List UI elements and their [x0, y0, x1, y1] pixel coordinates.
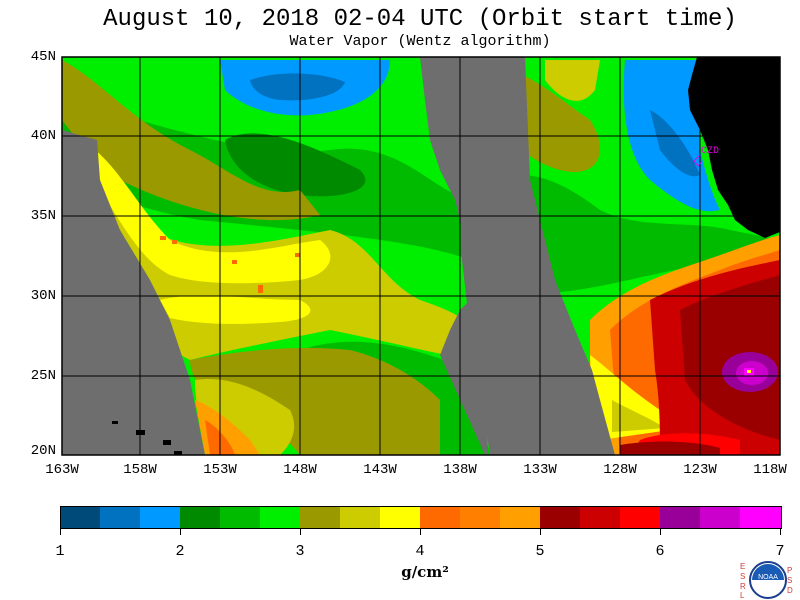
yellow-core	[160, 295, 311, 324]
graticule	[61, 56, 781, 456]
colorbar-tick-label: 3	[295, 543, 305, 560]
emblem-text: NOAA	[758, 574, 778, 581]
lon-label: 148W	[283, 462, 317, 478]
colorbar-tick-label: 2	[175, 543, 185, 560]
station-label-czd: CZD	[701, 146, 720, 157]
colorbar-segment	[100, 507, 141, 528]
logo-letter: S	[787, 576, 793, 585]
lon-label: 128W	[603, 462, 637, 478]
orange-speck	[258, 285, 263, 293]
colorbar-tick-label: 7	[775, 543, 785, 560]
colorbar-segment	[260, 507, 301, 528]
lat-label: 20N	[30, 443, 56, 459]
lat-label: 45N	[30, 49, 56, 65]
logo-letter: P	[787, 566, 793, 575]
colorbar-segment	[380, 507, 421, 528]
colorbar-segment	[340, 507, 381, 528]
lon-label: 138W	[443, 462, 477, 478]
dark-red-core	[680, 275, 780, 440]
no-data-gap	[62, 130, 205, 455]
esrl-psd-noaa-logo: E S R L P S D NOAA	[738, 560, 794, 600]
olive-band	[62, 60, 320, 221]
page-title: August 10, 2018 02-04 UTC (Orbit start t…	[103, 6, 737, 33]
colorbar-segment	[700, 507, 741, 528]
colorbar-segment	[300, 507, 341, 528]
colorbar-segment	[580, 507, 621, 528]
colorbar-segment	[220, 507, 261, 528]
lat-label: 35N	[30, 208, 56, 224]
lon-label: 143W	[363, 462, 397, 478]
logo-letter: E	[740, 562, 746, 571]
lon-label: 133W	[523, 462, 557, 478]
orange-speck	[160, 236, 166, 240]
colorbar-segment	[420, 507, 461, 528]
lon-label: 153W	[203, 462, 237, 478]
noaa-emblem-icon: NOAA	[749, 561, 787, 599]
lon-label: 158W	[123, 462, 157, 478]
logo-letter: D	[787, 586, 793, 595]
logo-letter: R	[740, 582, 746, 591]
island	[163, 440, 171, 445]
hurricane-eye	[747, 370, 751, 373]
page-subtitle: Water Vapor (Wentz algorithm)	[289, 33, 551, 50]
colorbar-tick-label: 5	[535, 543, 545, 560]
colorbar-tick-label: 1	[55, 543, 65, 560]
yellow-core	[95, 150, 331, 284]
colorbar-segment	[740, 507, 781, 528]
olive-lower	[190, 348, 440, 455]
orange-speck	[232, 260, 237, 264]
colorbar-segment	[140, 507, 181, 528]
colorbar-tick-mark	[540, 528, 541, 535]
colorbar-tick-mark	[660, 528, 661, 535]
colorbar-segment	[180, 507, 221, 528]
colorbar-segment	[60, 507, 101, 528]
colorbar-frame	[60, 506, 782, 529]
yellow-band-east	[612, 400, 665, 432]
lat-label: 40N	[30, 128, 56, 144]
logo-letter: S	[740, 572, 746, 581]
olive-band	[545, 60, 600, 101]
lon-label: 163W	[45, 462, 79, 478]
colorbar-tick-mark	[420, 528, 421, 535]
colorbar-tick-mark	[60, 528, 61, 535]
orange-speck	[172, 240, 177, 244]
land-mass	[688, 57, 780, 238]
station-marker-czd	[693, 154, 703, 167]
colorbar-tick-mark	[780, 528, 781, 535]
island	[112, 421, 118, 424]
colorbar-tick-label: 4	[415, 543, 425, 560]
dark-red-core	[620, 441, 720, 455]
no-data-gap	[458, 57, 615, 455]
colorbar-segment	[460, 507, 501, 528]
colorbar-segment	[540, 507, 581, 528]
logo-letter: L	[740, 591, 745, 600]
dark-green-field	[225, 133, 366, 197]
colorbar-segment	[660, 507, 701, 528]
lat-label: 30N	[30, 288, 56, 304]
lon-label: 118W	[753, 462, 787, 478]
blue-dry-area	[650, 110, 700, 177]
orange-speck	[295, 253, 300, 257]
lon-label: 123W	[683, 462, 717, 478]
blue-dry-area	[250, 73, 345, 101]
lat-label: 25N	[30, 368, 56, 384]
colorbar-unit-label: g/cm²	[401, 563, 449, 581]
colorbar-tick-mark	[300, 528, 301, 535]
colorbar-tick-label: 6	[655, 543, 665, 560]
colorbar-segment	[620, 507, 661, 528]
colorbar-tick-mark	[180, 528, 181, 535]
island	[174, 451, 182, 455]
colorbar-segment	[500, 507, 541, 528]
